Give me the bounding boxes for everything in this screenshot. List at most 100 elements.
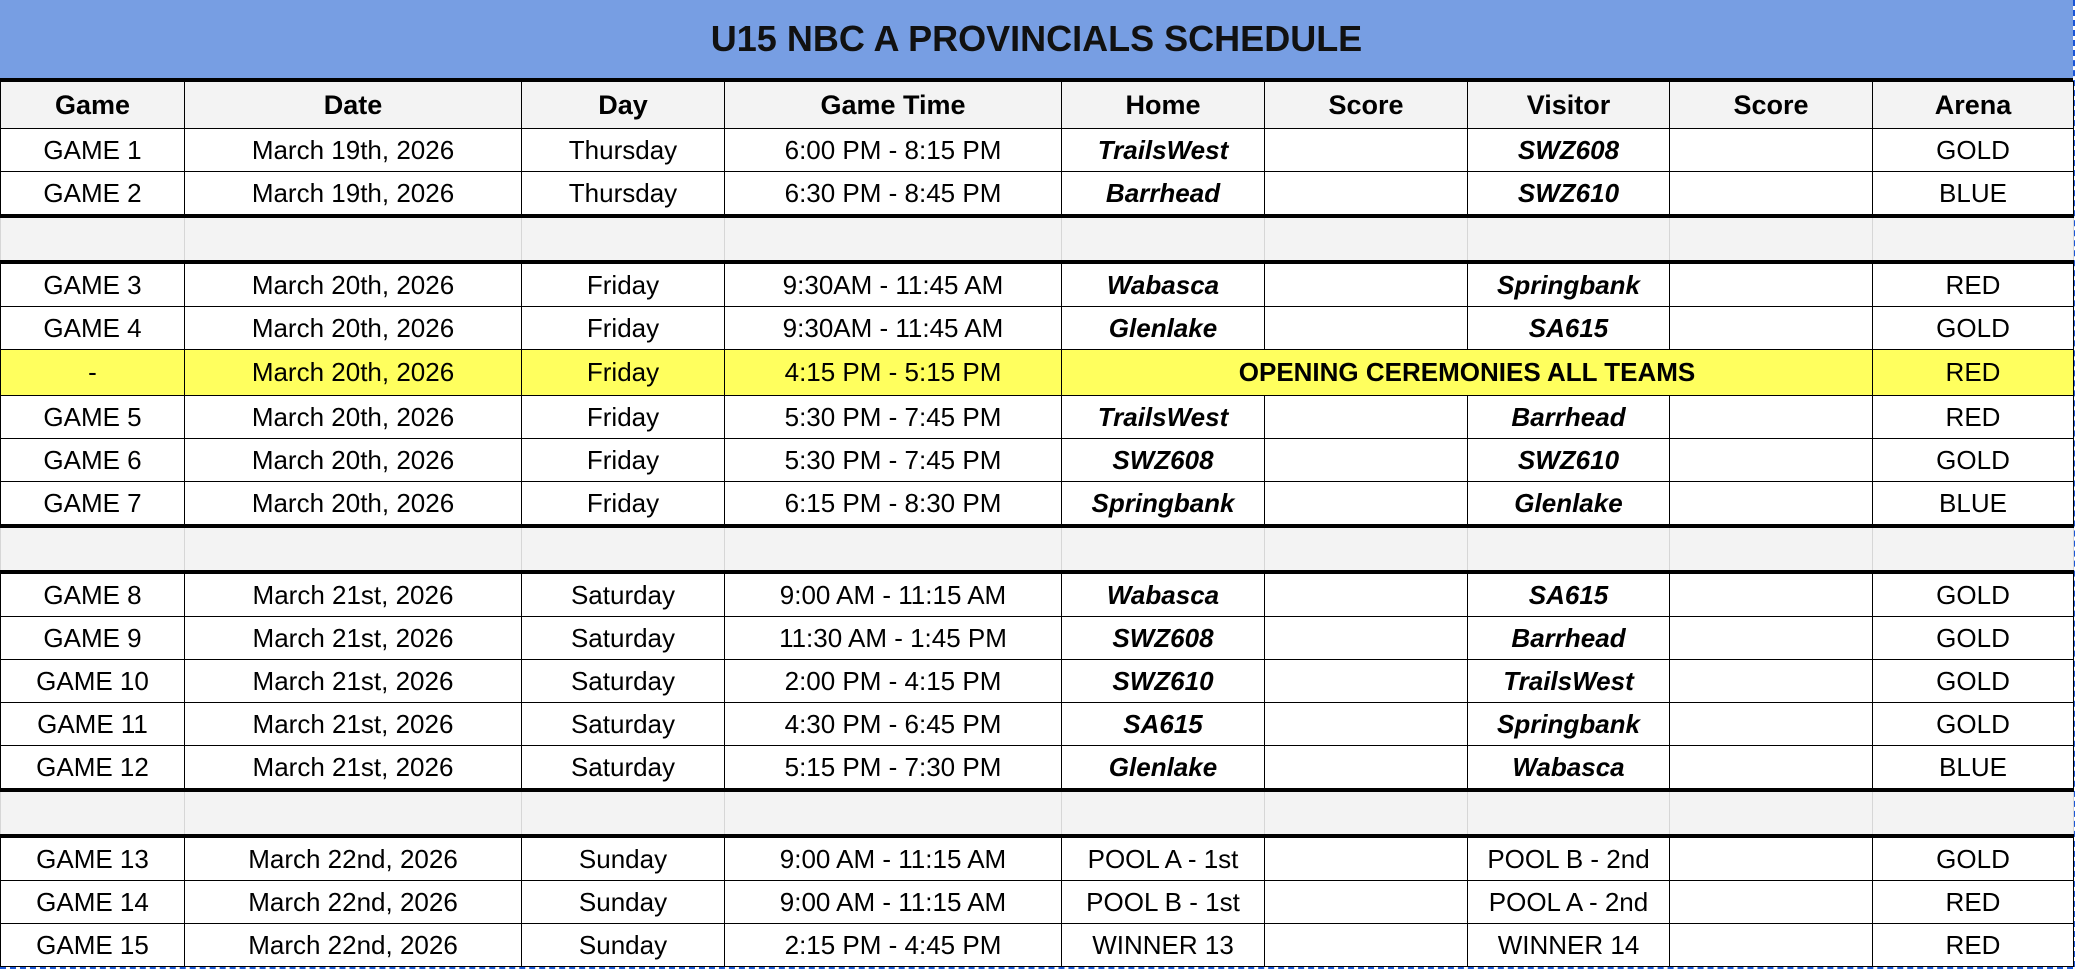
visitor-team-cell[interactable]: Wabasca <box>1467 745 1670 791</box>
visitor-score-cell[interactable] <box>1669 702 1873 746</box>
arena-cell[interactable]: BLUE <box>1872 171 2074 217</box>
home-team-cell[interactable]: Wabasca <box>1061 571 1265 617</box>
empty-cell[interactable] <box>0 214 185 264</box>
empty-cell[interactable] <box>1872 524 2074 574</box>
empty-cell[interactable] <box>1669 214 1873 264</box>
visitor-score-cell[interactable] <box>1669 128 1873 172</box>
game-cell[interactable]: GAME 3 <box>0 261 185 307</box>
home-score-cell[interactable] <box>1264 306 1468 350</box>
visitor-score-cell[interactable] <box>1669 481 1873 527</box>
date-cell[interactable]: March 22nd, 2026 <box>184 923 522 967</box>
arena-cell[interactable]: RED <box>1872 261 2074 307</box>
empty-cell[interactable] <box>184 214 522 264</box>
visitor-team-cell[interactable]: SA615 <box>1467 306 1670 350</box>
home-score-cell[interactable] <box>1264 880 1468 924</box>
visitor-team-cell[interactable]: Barrhead <box>1467 616 1670 660</box>
arena-cell[interactable]: RED <box>1872 395 2074 439</box>
game-cell[interactable]: GAME 9 <box>0 616 185 660</box>
date-cell[interactable]: March 20th, 2026 <box>184 438 522 482</box>
visitor-score-cell[interactable] <box>1669 616 1873 660</box>
game-cell[interactable]: GAME 1 <box>0 128 185 172</box>
visitor-team-cell[interactable]: Springbank <box>1467 261 1670 307</box>
empty-cell[interactable] <box>1061 524 1265 574</box>
day-cell[interactable]: Friday <box>521 306 725 350</box>
home-team-cell[interactable]: POOL A - 1st <box>1061 835 1265 881</box>
visitor-team-cell[interactable]: SWZ610 <box>1467 438 1670 482</box>
empty-cell[interactable] <box>724 524 1062 574</box>
time-cell[interactable]: 2:00 PM - 4:15 PM <box>724 659 1062 703</box>
visitor-score-cell[interactable] <box>1669 659 1873 703</box>
home-score-cell[interactable] <box>1264 616 1468 660</box>
visitor-team-cell[interactable]: POOL B - 2nd <box>1467 835 1670 881</box>
empty-cell[interactable] <box>724 788 1062 838</box>
visitor-score-cell[interactable] <box>1669 880 1873 924</box>
day-cell[interactable]: Saturday <box>521 702 725 746</box>
day-cell[interactable]: Thursday <box>521 128 725 172</box>
date-cell[interactable]: March 21st, 2026 <box>184 616 522 660</box>
time-cell[interactable]: 6:00 PM - 8:15 PM <box>724 128 1062 172</box>
day-cell[interactable]: Saturday <box>521 659 725 703</box>
day-cell[interactable]: Friday <box>521 395 725 439</box>
time-cell[interactable]: 4:30 PM - 6:45 PM <box>724 702 1062 746</box>
time-cell[interactable]: 5:30 PM - 7:45 PM <box>724 395 1062 439</box>
visitor-team-cell[interactable]: Glenlake <box>1467 481 1670 527</box>
day-cell[interactable]: Saturday <box>521 616 725 660</box>
header-day[interactable]: Day <box>521 81 725 129</box>
header-visitor-score[interactable]: Score <box>1669 81 1873 129</box>
visitor-team-cell[interactable]: Springbank <box>1467 702 1670 746</box>
visitor-score-cell[interactable] <box>1669 171 1873 217</box>
home-score-cell[interactable] <box>1264 481 1468 527</box>
arena-cell[interactable]: RED <box>1872 349 2074 396</box>
home-team-cell[interactable]: WINNER 13 <box>1061 923 1265 967</box>
visitor-team-cell[interactable]: SWZ608 <box>1467 128 1670 172</box>
event-cell[interactable]: OPENING CEREMONIES ALL TEAMS <box>1061 349 1873 396</box>
date-cell[interactable]: March 21st, 2026 <box>184 745 522 791</box>
home-team-cell[interactable]: Springbank <box>1061 481 1265 527</box>
arena-cell[interactable]: BLUE <box>1872 745 2074 791</box>
home-score-cell[interactable] <box>1264 571 1468 617</box>
home-team-cell[interactable]: Wabasca <box>1061 261 1265 307</box>
home-score-cell[interactable] <box>1264 395 1468 439</box>
empty-cell[interactable] <box>1264 214 1468 264</box>
header-home-score[interactable]: Score <box>1264 81 1468 129</box>
header-home[interactable]: Home <box>1061 81 1265 129</box>
time-cell[interactable]: 9:00 AM - 11:15 AM <box>724 571 1062 617</box>
home-score-cell[interactable] <box>1264 659 1468 703</box>
visitor-score-cell[interactable] <box>1669 306 1873 350</box>
time-cell[interactable]: 6:15 PM - 8:30 PM <box>724 481 1062 527</box>
day-cell[interactable]: Sunday <box>521 923 725 967</box>
game-cell[interactable]: GAME 14 <box>0 880 185 924</box>
visitor-score-cell[interactable] <box>1669 571 1873 617</box>
header-game-time[interactable]: Game Time <box>724 81 1062 129</box>
day-cell[interactable]: Friday <box>521 481 725 527</box>
arena-cell[interactable]: GOLD <box>1872 616 2074 660</box>
empty-cell[interactable] <box>184 788 522 838</box>
empty-cell[interactable] <box>1467 524 1670 574</box>
time-cell[interactable]: 9:00 AM - 11:15 AM <box>724 835 1062 881</box>
empty-cell[interactable] <box>1872 214 2074 264</box>
visitor-team-cell[interactable]: TrailsWest <box>1467 659 1670 703</box>
date-cell[interactable]: March 20th, 2026 <box>184 481 522 527</box>
date-cell[interactable]: March 20th, 2026 <box>184 395 522 439</box>
day-cell[interactable]: Sunday <box>521 835 725 881</box>
day-cell[interactable]: Thursday <box>521 171 725 217</box>
visitor-score-cell[interactable] <box>1669 745 1873 791</box>
home-team-cell[interactable]: SA615 <box>1061 702 1265 746</box>
home-score-cell[interactable] <box>1264 702 1468 746</box>
game-cell[interactable]: GAME 10 <box>0 659 185 703</box>
visitor-score-cell[interactable] <box>1669 835 1873 881</box>
empty-cell[interactable] <box>724 214 1062 264</box>
time-cell[interactable]: 5:30 PM - 7:45 PM <box>724 438 1062 482</box>
empty-cell[interactable] <box>1061 788 1265 838</box>
time-cell[interactable]: 9:30AM - 11:45 AM <box>724 261 1062 307</box>
date-cell[interactable]: March 20th, 2026 <box>184 261 522 307</box>
date-cell[interactable]: March 21st, 2026 <box>184 659 522 703</box>
date-cell[interactable]: March 21st, 2026 <box>184 571 522 617</box>
header-date[interactable]: Date <box>184 81 522 129</box>
game-cell[interactable]: - <box>0 349 185 396</box>
date-cell[interactable]: March 21st, 2026 <box>184 702 522 746</box>
time-cell[interactable]: 5:15 PM - 7:30 PM <box>724 745 1062 791</box>
home-score-cell[interactable] <box>1264 128 1468 172</box>
visitor-score-cell[interactable] <box>1669 923 1873 967</box>
day-cell[interactable]: Friday <box>521 261 725 307</box>
